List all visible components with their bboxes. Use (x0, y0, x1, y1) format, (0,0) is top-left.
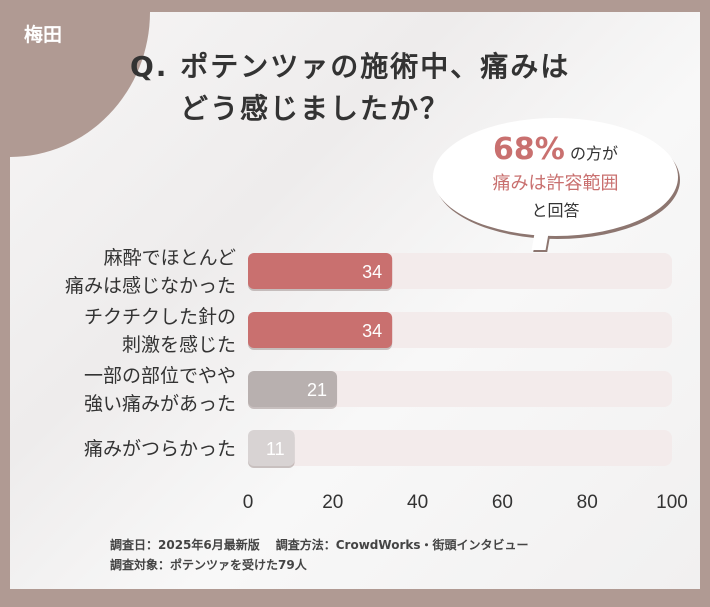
card (10, 12, 700, 589)
footer: 調査日：2025年6月最新版 調査方法：CrowdWorks・街頭インタビュー 調… (110, 535, 545, 575)
bar-value-label: 34 (362, 321, 382, 341)
bar-value-label: 21 (307, 380, 327, 400)
bar-track (248, 430, 672, 466)
callout-highlight: 痛みは許容範囲 (492, 173, 619, 194)
category-label: 痛みがつらかった (84, 438, 236, 460)
category-label: 刺激を感じた (122, 334, 236, 356)
bar (248, 371, 338, 407)
x-tick-label: 40 (407, 492, 428, 513)
category-label: 痛みは感じなかった (65, 275, 236, 297)
title-line1: Q. ポテンツァの施術中、痛みは (130, 50, 571, 83)
bar-track (248, 371, 672, 407)
x-tick-label: 100 (656, 492, 688, 513)
callout-bubble: 68% の方が 痛みは許容範囲 と回答 (433, 118, 678, 236)
callout-text2: と回答 (531, 201, 580, 220)
bar (248, 253, 393, 289)
x-tick-label: 20 (322, 492, 343, 513)
bar-value-label: 34 (362, 262, 382, 282)
bar-value-label: 11 (266, 439, 285, 459)
callout-percent: 68% (493, 132, 565, 167)
region-label: 梅田 (24, 24, 63, 46)
category-label: 麻酔でほとんど (104, 247, 236, 269)
footer-target: 調査対象：ポテンツァを受けた79人 (110, 558, 307, 572)
bar (248, 312, 393, 348)
category-label: チクチクした針の (84, 306, 236, 328)
footer-date: 調査日：2025年6月最新版 (110, 538, 260, 552)
x-tick-label: 80 (577, 492, 598, 513)
x-tick-label: 0 (243, 492, 254, 513)
category-label: 一部の部位でやや (84, 365, 236, 387)
footer-method: 調査方法：CrowdWorks・街頭インタビュー (275, 538, 529, 552)
x-tick-label: 60 (492, 492, 513, 513)
bar (248, 430, 295, 466)
page-title: Q. ポテンツァの施術中、痛みは どう感じましたか？ (130, 46, 570, 130)
title-line2: どう感じましたか？ (180, 92, 451, 125)
category-label: 強い痛みがあった (84, 393, 236, 415)
callout-text1: の方が (569, 144, 618, 163)
